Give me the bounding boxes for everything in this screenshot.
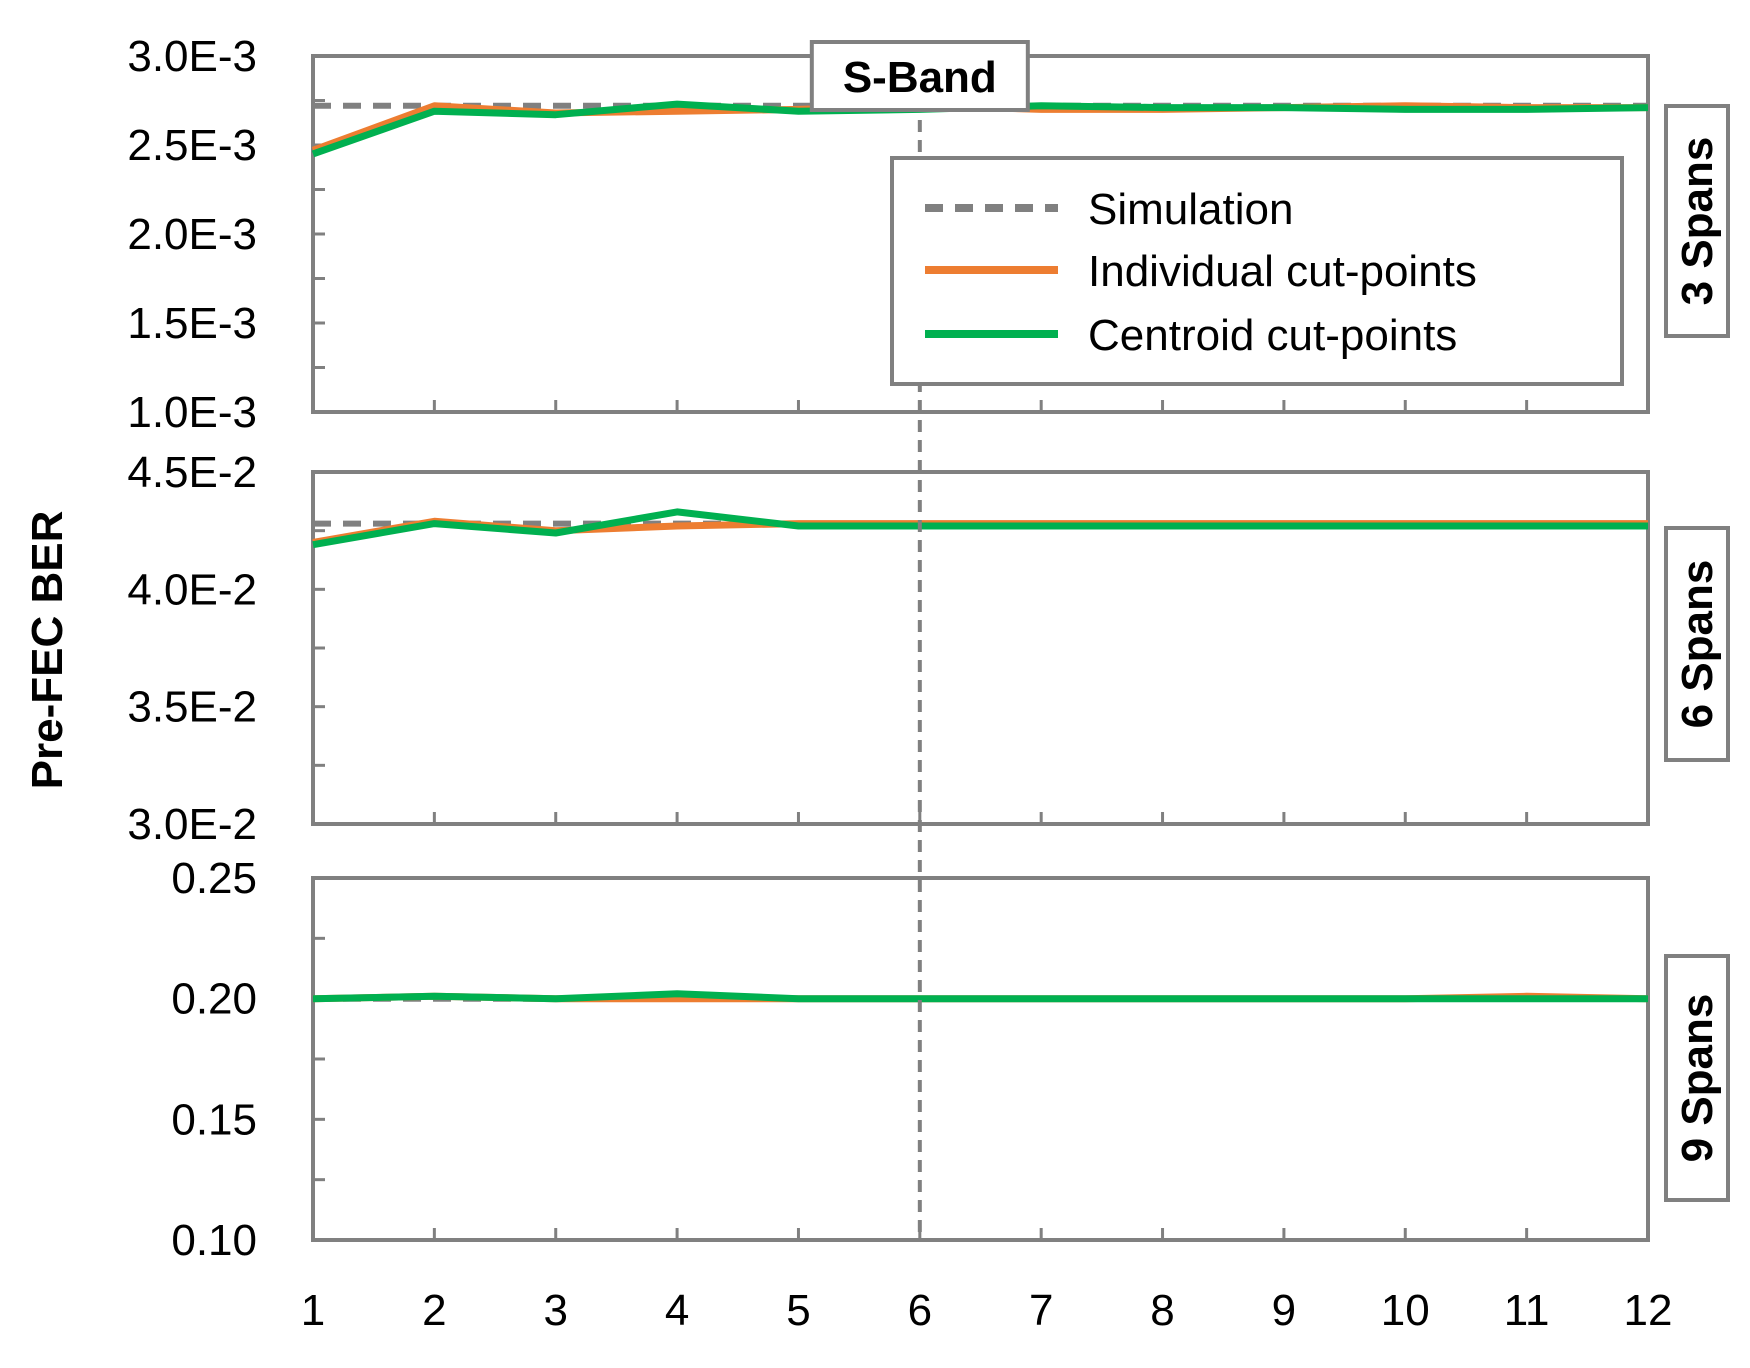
x-tick-label: 6 [908,1286,932,1335]
y-tick-label: 3.5E-2 [127,683,257,732]
y-tick-label: 1.5E-3 [127,299,257,348]
legend-centroid-label: Centroid cut-points [1088,311,1457,360]
panel-frame [311,876,1650,1242]
x-tick-label: 12 [1624,1286,1673,1335]
band-annotation: S-Band [809,40,1030,112]
panel-3: 0.10 0.15 0.20 0.25 9 Spans [171,854,1730,1265]
span-label: 3 Spans [1673,137,1722,306]
span-label-box [1664,526,1730,762]
legend-individual-label: Individual cut-points [1088,247,1477,296]
band-annotation-label: S-Band [843,53,997,102]
span-label-box [1664,954,1730,1202]
series-centroid-cut-points-line [312,990,1648,1003]
y-axis-title: Pre-FEC BER [23,511,72,790]
y-tick-label: 0.20 [171,975,257,1024]
y-tick-label: 1.0E-3 [127,388,257,437]
legend-simulation-label: Simulation [1088,185,1293,234]
span-label-box [1664,104,1730,338]
x-tick-label: 3 [543,1286,567,1335]
y-tick-label: 0.10 [171,1216,257,1265]
y-tick-label: 2.0E-3 [127,210,257,259]
y-tick-label: 0.15 [171,1095,257,1144]
span-label: 9 Spans [1673,994,1722,1163]
y-tick-label: 4.5E-2 [127,448,257,497]
x-tick-label: 5 [786,1286,810,1335]
y-tick-label: 0.25 [171,854,257,903]
x-tick-label: 4 [665,1286,689,1335]
y-tick-label: 3.0E-2 [127,800,257,849]
legend: Simulation Individual cut-points Centroi… [890,156,1624,386]
span-label: 6 Spans [1673,560,1722,729]
band-annotation-box [809,40,1030,112]
x-tick-label: 2 [422,1286,446,1335]
series-centroid-cut-points-line [312,508,1648,549]
x-tick-label: 7 [1029,1286,1053,1335]
x-tick-label: 10 [1381,1286,1430,1335]
y-tick-label: 2.5E-3 [127,121,257,170]
x-axis: 1 2 3 4 5 6 7 8 9 10 11 12 [301,1286,1673,1335]
panel-2: 3.0E-2 3.5E-2 4.0E-2 4.5E-2 6 Spans [127,448,1730,849]
x-tick-label: 1 [301,1286,325,1335]
x-tick-label: 11 [1504,1286,1550,1335]
x-tick-label: 8 [1150,1286,1174,1335]
y-tick-label: 3.0E-3 [127,32,257,81]
y-tick-label: 4.0E-2 [127,565,257,614]
x-tick-label: 9 [1272,1286,1296,1335]
